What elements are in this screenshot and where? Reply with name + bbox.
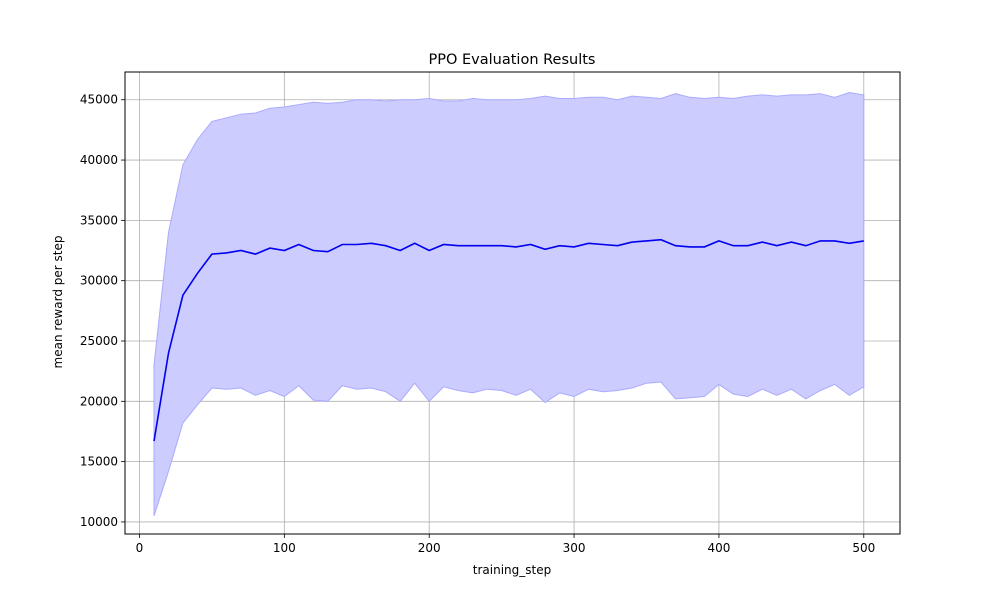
y-tick-label: 10000 [80, 515, 118, 529]
chart-title: PPO Evaluation Results [429, 52, 596, 68]
y-axis-ticks: 10000 15000 20000 25000 30000 35000 40000 45000 [80, 93, 125, 529]
y-tick-label: 25000 [80, 334, 118, 348]
y-axis-label: mean reward per step [51, 236, 65, 369]
x-tick-label: 300 [563, 541, 586, 555]
x-tick-label: 100 [273, 541, 296, 555]
x-tick-label: 500 [852, 541, 875, 555]
confidence-band [153, 91, 865, 517]
plot-area-frame [124, 71, 901, 535]
x-axis-label: training_step [473, 563, 551, 577]
mean-reward-line [153, 238, 864, 442]
x-tick-label: 200 [418, 541, 441, 555]
y-tick-label: 20000 [80, 394, 118, 408]
y-tick-label: 45000 [80, 93, 118, 107]
y-tick-label: 15000 [80, 455, 118, 469]
y-tick-label: 35000 [80, 213, 118, 227]
x-tick-label: 400 [707, 541, 730, 555]
y-tick-label: 30000 [80, 274, 118, 288]
y-tick-label: 40000 [80, 153, 118, 167]
x-tick-label: 0 [136, 541, 144, 555]
x-axis-ticks: 0 100 200 300 400 500 [136, 534, 875, 555]
